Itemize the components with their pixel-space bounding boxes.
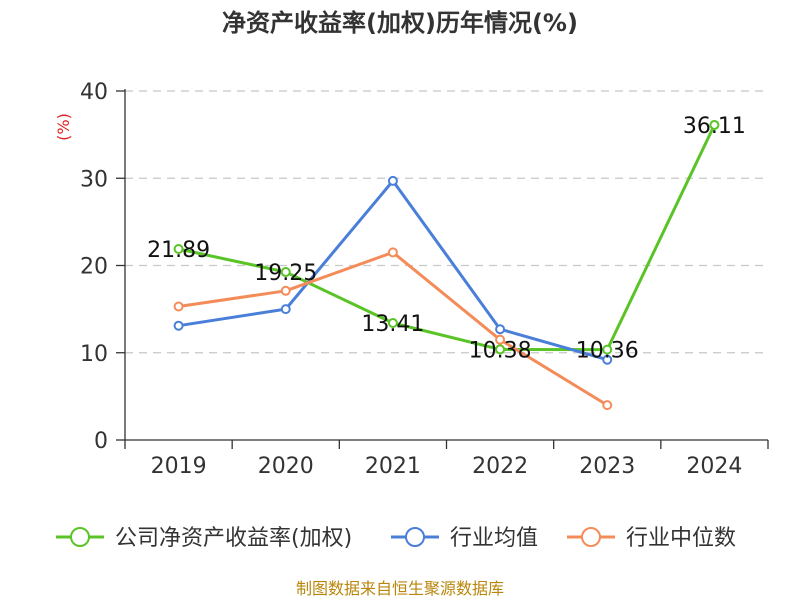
data-point-2 [173, 301, 184, 312]
y-tick-label: 30 [80, 167, 108, 192]
x-tick-label: 2020 [258, 454, 314, 479]
chart-title: 净资产收益率(加权)历年情况(%) [222, 9, 578, 37]
grid [125, 90, 768, 354]
axes: 0 10 20 30 40 2019 2020 2021 2022 2023 2024 [80, 80, 769, 479]
data-label: 10.38 [469, 338, 532, 363]
legend-item-0[interactable]: 公司净资产收益率(加权) [56, 526, 352, 551]
source-note: 制图数据来自恒生聚源数据库 [296, 579, 504, 598]
data-labels: 21.89 19.25 13.41 10.38 10.36 36.11 [147, 114, 746, 364]
x-tick-label: 2022 [472, 454, 528, 479]
x-tick-label: 2024 [686, 454, 742, 479]
data-point-0 [709, 119, 720, 130]
data-label: 36.11 [683, 114, 746, 139]
y-tick-label: 10 [80, 342, 108, 367]
legend-item-2[interactable]: 行业中位数 [567, 526, 736, 551]
legend-marker-icon [405, 527, 425, 547]
data-point-2 [495, 334, 506, 345]
series-layer [173, 119, 720, 411]
y-tick-label: 40 [80, 80, 108, 105]
data-point-1 [280, 304, 291, 315]
data-point-0 [173, 244, 184, 255]
legend-label: 行业均值 [450, 526, 538, 551]
data-label: 13.41 [361, 312, 424, 337]
data-point-1 [387, 175, 398, 186]
data-point-1 [602, 354, 613, 365]
data-point-1 [173, 320, 184, 331]
legend-label: 公司净资产收益率(加权) [115, 526, 352, 551]
data-point-0 [602, 344, 613, 355]
data-point-2 [387, 247, 398, 258]
data-point-0 [280, 267, 291, 278]
series-line-0 [178, 124, 716, 352]
data-label: 21.89 [147, 238, 210, 263]
data-point-2 [602, 400, 613, 411]
data-label: 19.25 [254, 261, 317, 286]
legend-marker-icon [581, 527, 601, 547]
y-tick-label: 0 [94, 429, 108, 454]
y-axis-label: (%) [54, 113, 73, 141]
legend[interactable]: 公司净资产收益率(加权) 行业均值 行业中位数 [56, 526, 736, 551]
x-tick-label: 2019 [151, 454, 207, 479]
data-point-1 [495, 324, 506, 335]
data-label: 10.36 [576, 339, 639, 364]
x-tick-label: 2023 [579, 454, 635, 479]
legend-label: 行业中位数 [626, 526, 736, 551]
data-point-0 [387, 317, 398, 328]
legend-item-1[interactable]: 行业均值 [391, 526, 538, 551]
x-tick-label: 2021 [365, 454, 421, 479]
y-tick-label: 20 [80, 255, 108, 280]
data-point-2 [280, 285, 291, 296]
legend-marker-icon [70, 527, 90, 547]
data-point-0 [495, 344, 506, 355]
